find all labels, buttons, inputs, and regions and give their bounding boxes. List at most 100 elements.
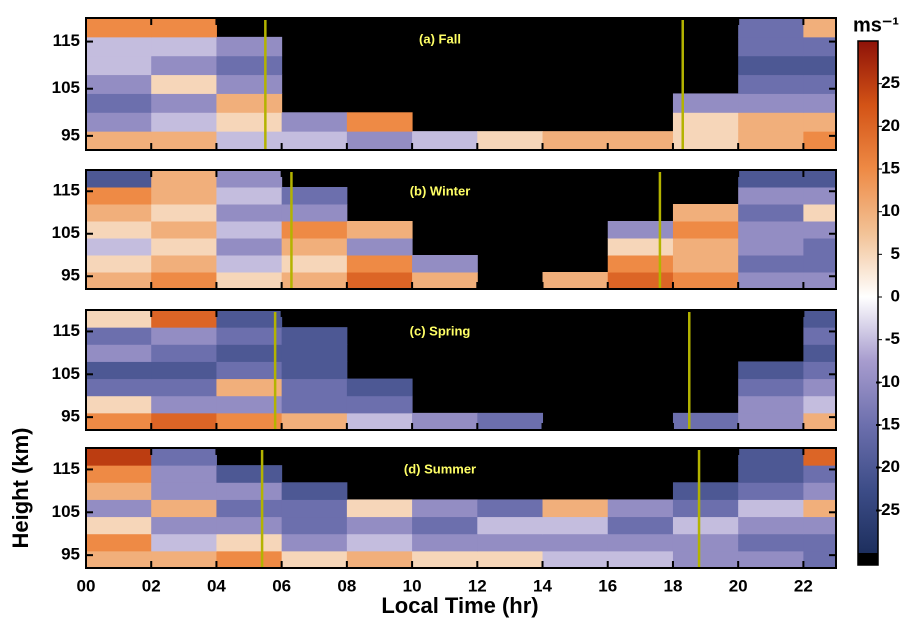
x-tick-label: 04 [207,576,226,595]
cell [151,327,217,345]
cell [803,112,836,132]
colorbar-tick-label: 5 [891,244,900,263]
colorbar-tick-label: -20 [875,457,900,476]
cell [151,499,217,518]
panel [86,310,836,430]
cell [672,112,739,132]
cell [607,255,674,273]
y-tick-label: 115 [53,31,80,50]
cell [738,221,804,239]
x-tick-label: 06 [272,576,291,595]
cell [151,465,217,483]
cell [281,344,348,362]
cell [607,550,674,568]
cell [738,18,804,38]
colorbar-frame [857,40,879,566]
cell [738,204,804,222]
cell [216,238,283,256]
cell [86,412,152,430]
x-tick-label: 08 [337,576,356,595]
y-tick-label: 95 [61,545,80,564]
colorbar-tick-label: -15 [875,414,900,433]
cell [803,170,836,188]
cell [216,221,283,239]
panel [86,170,836,289]
cell [803,378,836,397]
cell [281,255,348,273]
cell [607,221,674,239]
cell [151,204,217,222]
cell [803,465,836,483]
cell [412,272,478,289]
cell [151,516,217,535]
colorbar-tick-label: 15 [881,158,900,177]
colorbar-tick-label: -25 [875,500,900,519]
cell [672,550,739,568]
cell [86,499,152,518]
cell [803,131,836,150]
cell [216,74,283,94]
cell [738,412,804,430]
colorbar-tick-label: 10 [881,201,900,220]
cell [151,310,217,328]
y-tick-label: 105 [52,78,80,97]
cell [803,238,836,256]
cell [216,131,283,150]
cell [151,221,217,239]
cell [281,516,348,535]
cell [346,238,413,256]
cell [803,533,836,552]
cell [803,36,836,57]
cell [151,395,217,414]
cell [86,395,152,414]
cell [86,361,152,380]
cell [803,310,836,328]
cell [803,482,836,500]
cell [86,344,152,362]
cell [281,412,348,430]
cell [216,93,283,113]
cell [346,131,413,150]
cell [672,255,739,273]
cell [281,238,348,256]
cell [738,395,804,414]
cell [738,378,804,397]
cell [216,361,283,380]
cell [738,55,804,76]
cell [281,272,348,289]
cell [86,550,152,568]
cell [672,533,739,552]
cell [86,221,152,239]
cell [803,187,836,205]
cell [86,238,152,256]
cell [738,550,804,568]
cell [607,533,674,552]
colorbar-tick-label: -5 [885,329,900,348]
cell [672,238,739,256]
cell [216,550,283,568]
colorbar-tick-label: 0 [891,286,900,305]
cell [607,131,674,150]
cell [738,482,804,500]
cell [151,131,217,150]
cell [281,327,348,345]
cell [86,131,152,150]
cell [738,361,804,380]
cell [412,550,478,568]
cell [86,204,152,222]
panel [86,448,836,568]
cell [151,112,217,132]
cell [281,221,348,239]
colorbar [858,41,878,553]
cell [86,74,152,94]
cell [281,550,348,568]
y-tick-label: 105 [52,364,80,383]
cell [346,272,413,289]
cell [216,327,283,345]
cell [477,499,544,518]
cell [86,93,152,113]
y-tick-label: 95 [61,407,80,426]
cell [412,533,478,552]
colorbar-label: ms⁻¹ [853,14,899,36]
cell [216,412,283,430]
